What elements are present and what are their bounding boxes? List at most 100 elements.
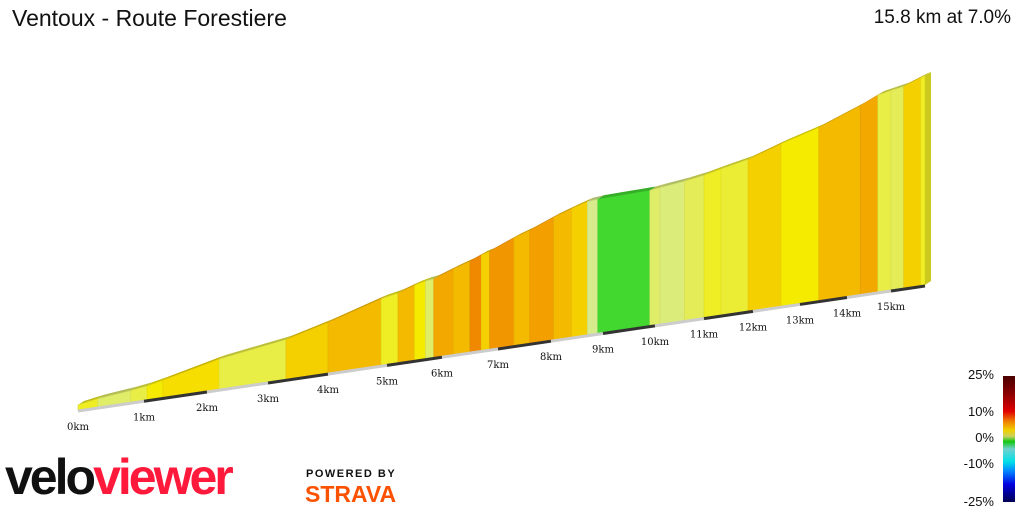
- segments-group: [77, 71, 931, 411]
- axis-segment-4: [327, 363, 388, 376]
- segment-top-23: [649, 183, 666, 191]
- segment-34[interactable]: [903, 77, 922, 289]
- tick-label-4km: 4km: [317, 385, 339, 396]
- veloviewer-logo[interactable]: veloviewer: [5, 449, 234, 505]
- axis-segment-11: [703, 309, 754, 321]
- tick-label-8km: 8km: [540, 352, 562, 363]
- segment-top-22: [597, 186, 656, 200]
- segment-13[interactable]: [452, 260, 471, 355]
- segment-18[interactable]: [529, 216, 554, 344]
- legend-label-25: 25%: [967, 367, 994, 382]
- segment-top-27: [721, 155, 755, 169]
- axis-segment-0: [77, 399, 145, 413]
- tick-label-12km: 12km: [739, 322, 768, 333]
- segment-29[interactable]: [780, 127, 820, 307]
- segment-top-11: [425, 274, 440, 282]
- segment-22[interactable]: [597, 190, 651, 334]
- axis-segment-10: [654, 317, 705, 328]
- segment-32[interactable]: [877, 90, 892, 293]
- segment-24[interactable]: [659, 180, 685, 325]
- tick-label-7km: 7km: [487, 360, 509, 371]
- tick-label-10km: 10km: [641, 337, 670, 348]
- climb-summary: 15.8 km at 7.0%: [873, 7, 1011, 28]
- tick-label-11km: 11km: [690, 330, 719, 341]
- segment-top-4: [162, 355, 226, 381]
- segment-19[interactable]: [553, 208, 573, 341]
- legend-label-10: 10%: [967, 404, 994, 419]
- segment-28[interactable]: [747, 143, 782, 312]
- axis-segment-7: [497, 339, 552, 351]
- segment-top-32: [877, 86, 897, 96]
- segment-top-7: [328, 294, 388, 323]
- segment-10[interactable]: [414, 280, 426, 361]
- segment-15[interactable]: [480, 251, 490, 351]
- tick-label-2km: 2km: [196, 403, 218, 414]
- axis-segment-8: [550, 332, 604, 343]
- tick-label-3km: 3km: [257, 394, 279, 405]
- strava-logo[interactable]: STRAVA: [305, 481, 397, 507]
- segment-11[interactable]: [425, 278, 435, 360]
- tick-label-9km: 9km: [592, 345, 614, 356]
- legend-label-0: 0%: [975, 430, 994, 445]
- segment-top-35: [920, 71, 931, 78]
- segment-27[interactable]: [720, 159, 749, 316]
- tick-label-15km: 15km: [877, 302, 906, 313]
- gradient-color-scale: [1003, 376, 1015, 502]
- segment-top-1: [97, 386, 137, 399]
- segment-14[interactable]: [469, 254, 482, 353]
- segment-35[interactable]: [920, 75, 926, 286]
- axis-segment-13: [799, 296, 848, 306]
- profile-end-cap: [925, 71, 931, 285]
- segment-16[interactable]: [489, 237, 515, 350]
- segment-top-6: [286, 318, 334, 340]
- segment-top-26: [704, 164, 728, 176]
- segment-top-24: [659, 177, 691, 188]
- segment-21[interactable]: [587, 198, 599, 336]
- axis-segment-9: [602, 324, 656, 335]
- tick-label-6km: 6km: [431, 368, 453, 379]
- page-title: Ventoux - Route Forestiere: [12, 5, 287, 31]
- segment-17[interactable]: [513, 229, 531, 347]
- segment-top-10: [414, 277, 432, 286]
- segment-25[interactable]: [684, 174, 705, 321]
- segment-6[interactable]: [285, 322, 329, 380]
- logo-viewer: viewer: [93, 449, 234, 505]
- axis-segment-2: [206, 381, 269, 394]
- tick-label-13km: 13km: [786, 315, 815, 326]
- segment-top-5: [219, 335, 292, 360]
- tick-label-5km: 5km: [376, 376, 398, 387]
- tick-label-14km: 14km: [833, 308, 862, 319]
- segment-33[interactable]: [890, 85, 905, 291]
- axis-segment-3: [267, 372, 329, 385]
- tick-labels: 0km 1km 2km 3km 4km 5km 6km 7km 8km 9km 10km 11km 12…: [67, 302, 906, 433]
- segment-12[interactable]: [433, 268, 454, 358]
- segment-top-25: [684, 171, 710, 182]
- logo-velo: velo: [5, 449, 96, 505]
- segment-top-0: [78, 394, 104, 405]
- segment-top-29: [781, 123, 825, 144]
- legend-label-minus-25: -25%: [963, 494, 994, 509]
- axis-segment-6: [441, 347, 499, 359]
- legend-label-minus-10: -10%: [963, 456, 994, 471]
- segment-top-2: [130, 381, 154, 391]
- tick-label-0km: 0km: [67, 422, 89, 433]
- axis-segment-15: [890, 284, 926, 293]
- segment-20[interactable]: [571, 201, 588, 338]
- powered-by-label: POWERED BY: [306, 468, 397, 480]
- segment-31[interactable]: [859, 94, 879, 295]
- tick-label-1km: 1km: [133, 412, 155, 423]
- axis-segment-5: [386, 355, 443, 367]
- segment-top-33: [891, 82, 910, 91]
- segment-top-3: [147, 376, 169, 386]
- segment-26[interactable]: [703, 168, 722, 318]
- segment-8[interactable]: [380, 292, 399, 366]
- segment-top-21: [587, 195, 604, 202]
- segment-30[interactable]: [818, 105, 861, 302]
- axis-segment-12: [752, 302, 801, 313]
- segment-9[interactable]: [397, 284, 415, 364]
- axis-segment-14: [846, 289, 892, 299]
- segment-top-8: [381, 289, 404, 299]
- segment-23[interactable]: [649, 187, 661, 326]
- distance-axis: [77, 284, 926, 413]
